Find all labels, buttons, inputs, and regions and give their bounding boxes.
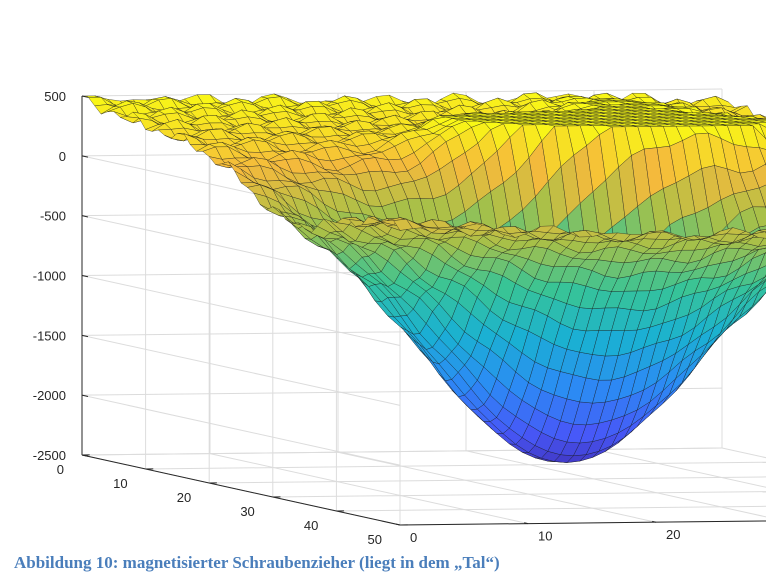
surface-cell	[752, 265, 766, 284]
z-tick-label: -2000	[33, 388, 66, 403]
surface-cell	[752, 125, 766, 150]
surface-cell	[759, 120, 766, 123]
z-tick-mark	[81, 155, 89, 158]
z-tick-label: 0	[59, 149, 66, 164]
x-axis-line	[81, 454, 401, 526]
y-tick-mark	[396, 523, 401, 526]
surface-cell	[752, 245, 766, 251]
z-tick-mark	[81, 95, 89, 98]
surface-cell	[752, 206, 766, 228]
surface-cell	[753, 122, 766, 128]
surface-cell	[758, 275, 766, 285]
surface-cell	[759, 184, 766, 208]
y-tick-mark	[524, 522, 529, 525]
surface-cell	[752, 286, 766, 307]
y-tick-label: 0	[410, 530, 417, 545]
surface-cell	[758, 280, 766, 292]
surface-cell	[760, 114, 766, 119]
y-axis-line	[399, 520, 766, 526]
x-tick-label: 10	[113, 476, 127, 491]
z-tick-mark	[81, 215, 89, 218]
surface-mesh	[81, 92, 766, 463]
surface-cell	[751, 231, 766, 239]
x-tick-labels: 0 10 20 30 40 50	[57, 454, 408, 547]
y-tick-label: 10	[538, 529, 552, 544]
surface-cell	[759, 123, 766, 140]
y-tick-label: 20	[666, 527, 680, 542]
surface-cell	[765, 274, 766, 277]
z-tick-label: -1000	[33, 269, 66, 284]
surface-cell	[752, 278, 766, 291]
z-tick-label: 500	[44, 89, 66, 104]
surface-cell	[753, 119, 766, 122]
z-tick-label: -2500	[33, 448, 66, 463]
z-tick-label: -1500	[33, 328, 66, 343]
z-tick-labels: 500 0 -500 -1000 -1500 -2000 -2500	[33, 89, 89, 463]
figure-caption: Abbildung 10: magnetisierter Schraubenzi…	[14, 553, 500, 572]
x-tick-label: 0	[57, 462, 64, 477]
x-tick-label: 30	[240, 504, 254, 519]
surface-cell	[758, 252, 766, 270]
x-tick-label: 50	[368, 532, 382, 547]
z-tick-label: -500	[40, 209, 66, 224]
surface-cell	[759, 147, 766, 165]
surface-cell	[758, 236, 766, 247]
surface-cell	[752, 163, 766, 189]
z-tick-mark	[81, 334, 89, 338]
y-tick-mark	[652, 520, 657, 523]
z-tick-mark	[81, 394, 89, 397]
x-tick-label: 20	[177, 490, 191, 505]
surface-cell	[751, 247, 766, 259]
x-tick-label: 40	[304, 518, 318, 533]
surface-cell	[758, 229, 766, 232]
z-tick-mark	[81, 275, 89, 278]
